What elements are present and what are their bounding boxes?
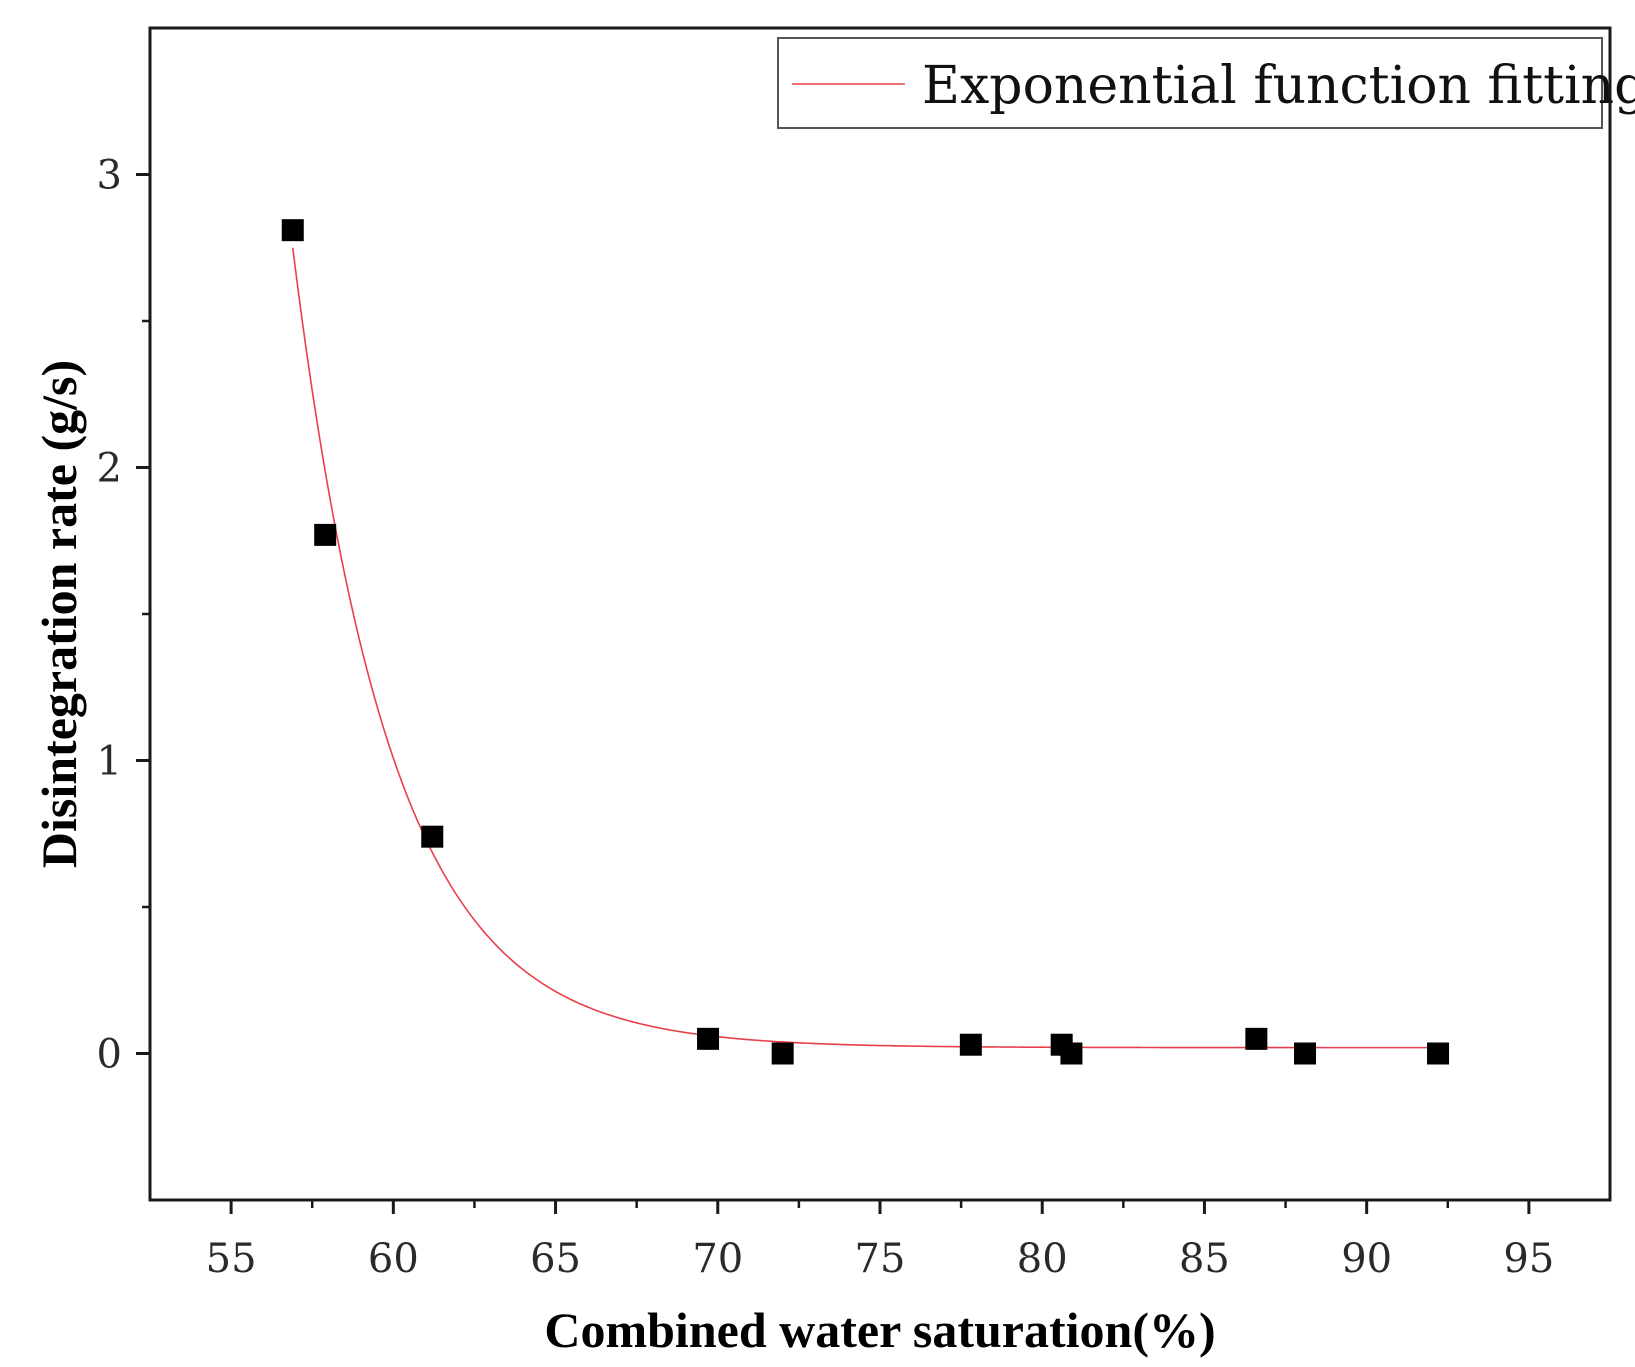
y-tick-label-3: 3 — [97, 153, 122, 199]
data-points — [281, 219, 1450, 1065]
data-point-1 — [281, 219, 304, 242]
data-point-11 — [1427, 1042, 1450, 1065]
y-tick-label-0: 0 — [97, 1032, 122, 1078]
data-point-3 — [421, 825, 444, 848]
x-tick-label-75: 75 — [855, 1236, 906, 1282]
x-tick-label-90: 90 — [1341, 1236, 1392, 1282]
y-tick-label-2: 2 — [97, 446, 122, 492]
legend: Exponential function fitting — [777, 37, 1635, 129]
data-point-4 — [697, 1027, 720, 1050]
x-tick-label-55: 55 — [206, 1236, 257, 1282]
legend-box — [777, 37, 1603, 129]
x-tick-label-60: 60 — [368, 1236, 419, 1282]
x-tick-label-85: 85 — [1179, 1236, 1230, 1282]
x-tick-label-70: 70 — [692, 1236, 743, 1282]
x-tick-label-95: 95 — [1503, 1236, 1554, 1282]
data-point-10 — [1294, 1042, 1317, 1065]
data-point-5 — [771, 1042, 794, 1065]
x-axis-title: Combined water saturation(%) — [544, 1302, 1215, 1358]
data-point-2 — [314, 523, 337, 546]
y-axis-title: Disintegration rate (g/s) — [31, 360, 87, 868]
y-tick-label-1: 1 — [97, 739, 122, 785]
x-tick-label-65: 65 — [530, 1236, 581, 1282]
plot-frame — [148, 26, 1612, 1202]
data-point-6 — [959, 1033, 982, 1056]
legend-label: Exponential function fitting — [922, 56, 1635, 116]
data-point-9 — [1245, 1027, 1268, 1050]
x-tick-label-80: 80 — [1017, 1236, 1068, 1282]
y-axis-ticks: 0 1 2 3 — [97, 153, 150, 1078]
x-axis-ticks: 55 60 65 70 75 80 85 90 95 — [206, 1200, 1554, 1282]
data-point-8 — [1060, 1042, 1083, 1065]
